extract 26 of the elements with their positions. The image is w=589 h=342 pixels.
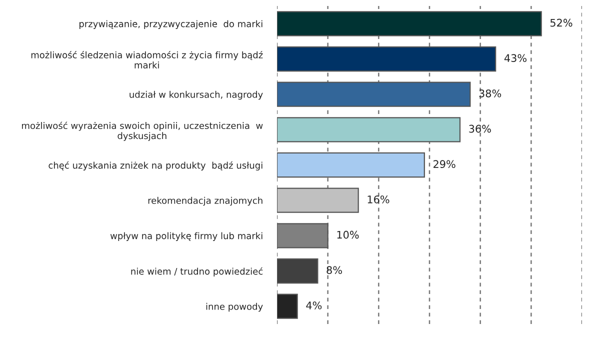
data-label: 8% [326, 266, 342, 274]
bar [277, 117, 461, 142]
y-tick-label: przywiązanie, przyzwyczajenie do marki [79, 20, 262, 29]
data-label: 4% [306, 301, 322, 310]
data-label: 36% [469, 124, 491, 133]
data-label: 43% [504, 54, 526, 62]
y-tick-label: udział w konkursach, nagrody [130, 90, 263, 100]
data-label: 52% [550, 18, 572, 27]
bar [277, 46, 496, 72]
bar [277, 82, 471, 107]
y-tick-label: możliwość wyrażenia swoich opinii, uczestniczenia w dyskusjach [22, 122, 263, 141]
bar [277, 11, 542, 36]
data-label: 38% [479, 89, 502, 98]
data-label: 16% [368, 195, 390, 204]
y-tick-label: rekomendacja znajomych [148, 196, 262, 206]
bar [277, 152, 425, 178]
y-tick-label: możliwość śledzenia wiadomości z życia firmy bądź marki [31, 51, 263, 68]
y-tick-label: nie wiem / trudno powiedzieć [131, 267, 263, 276]
bar [277, 258, 318, 284]
data-label: 10% [337, 230, 359, 239]
bar [277, 294, 298, 319]
y-tick-label: inne powody [206, 302, 263, 312]
bar [277, 188, 359, 213]
y-tick-label: wpływ na politykę firmy lub marki [110, 232, 262, 241]
y-tick-label: chęć uzyskania zniżek na produkty bądź usługi [48, 161, 262, 170]
data-label: 29% [434, 160, 456, 168]
